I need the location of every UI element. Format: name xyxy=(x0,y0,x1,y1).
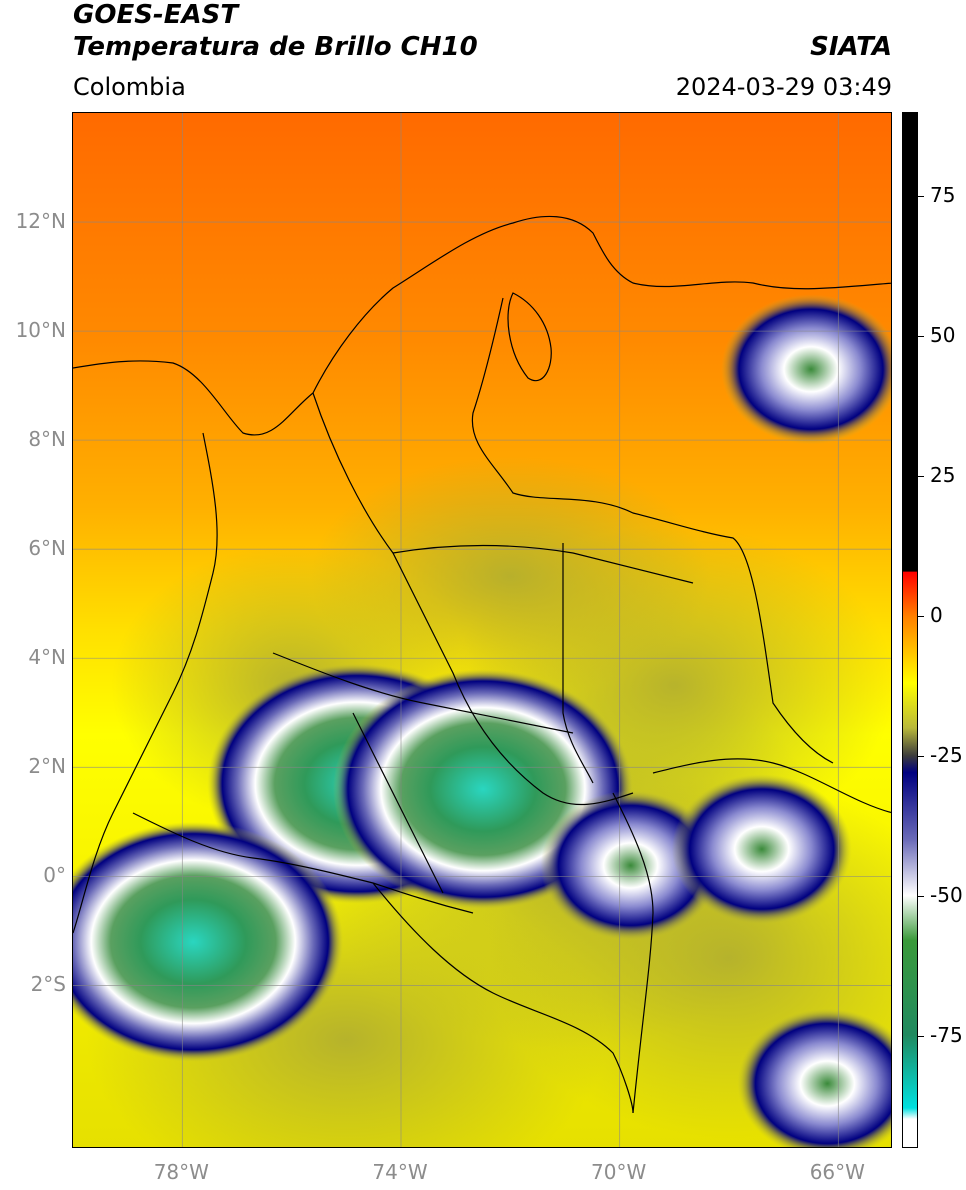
colorbar-tick xyxy=(918,196,924,197)
latitude-label: 0° xyxy=(43,863,66,888)
longitude-label: 78°W xyxy=(153,1160,209,1184)
colorbar-tick xyxy=(918,476,924,477)
latitude-label: 8°N xyxy=(28,427,66,452)
colorbar-tick xyxy=(918,616,924,617)
colorbar-label: -50 xyxy=(930,883,963,907)
gridlines xyxy=(73,113,891,1147)
colorbar-label: 25 xyxy=(930,463,956,487)
interior-border-5 xyxy=(562,543,594,784)
longitude-label: 66°W xyxy=(809,1160,865,1184)
satellite-map-canvas xyxy=(73,113,891,1147)
latitude-label: 6°N xyxy=(28,536,66,561)
cloud-core xyxy=(721,294,891,445)
region-label: Colombia xyxy=(73,73,186,101)
venezuela-brazil-border xyxy=(652,758,891,814)
interior-border-1 xyxy=(312,392,634,806)
longitude-label: 74°W xyxy=(372,1160,428,1184)
satellite-map xyxy=(72,112,892,1148)
cloud-core xyxy=(737,1008,891,1147)
latitude-label: 12°N xyxy=(15,209,66,234)
map-title-line1: GOES-EAST xyxy=(73,0,239,30)
cloud-core xyxy=(73,821,344,1062)
latitude-label: 4°N xyxy=(28,645,66,670)
colombia-brazil-border xyxy=(612,792,654,1114)
colombia-venezuela-border xyxy=(471,297,834,764)
boundaries xyxy=(73,215,891,1114)
colorbar-tick xyxy=(918,1036,924,1037)
map-title-line2: Temperatura de Brillo CH10 xyxy=(73,32,478,62)
latitude-label: 2°S xyxy=(30,972,66,997)
brand-label: SIATA xyxy=(810,32,892,62)
cloud-layer xyxy=(73,294,891,1147)
cloud-core xyxy=(671,774,852,925)
caribbean-coast xyxy=(73,215,891,436)
colorbar-tick xyxy=(918,336,924,337)
colombia-ecuador-border xyxy=(132,812,474,914)
timestamp-label: 2024-03-29 03:49 xyxy=(675,73,892,101)
colorbar xyxy=(902,112,918,1148)
interior-border-4 xyxy=(352,712,444,894)
colorbar-tick xyxy=(918,756,924,757)
olive-haze xyxy=(310,456,711,697)
interior-border-2 xyxy=(392,544,694,584)
interior-border-3 xyxy=(272,652,574,734)
lake-maracaibo xyxy=(507,292,552,382)
colorbar-label: 50 xyxy=(930,323,956,347)
colorbar-tick xyxy=(918,896,924,897)
colombia-peru-border xyxy=(372,882,634,1114)
latitude-label: 2°N xyxy=(28,754,66,779)
colorbar-label: -25 xyxy=(930,743,963,767)
colorbar-label: 0 xyxy=(930,603,943,627)
longitude-label: 70°W xyxy=(591,1160,647,1184)
latitude-label: 10°N xyxy=(15,318,66,343)
pacific-coast xyxy=(73,432,218,934)
colorbar-label: -75 xyxy=(930,1023,963,1047)
colorbar-label: 75 xyxy=(930,183,956,207)
